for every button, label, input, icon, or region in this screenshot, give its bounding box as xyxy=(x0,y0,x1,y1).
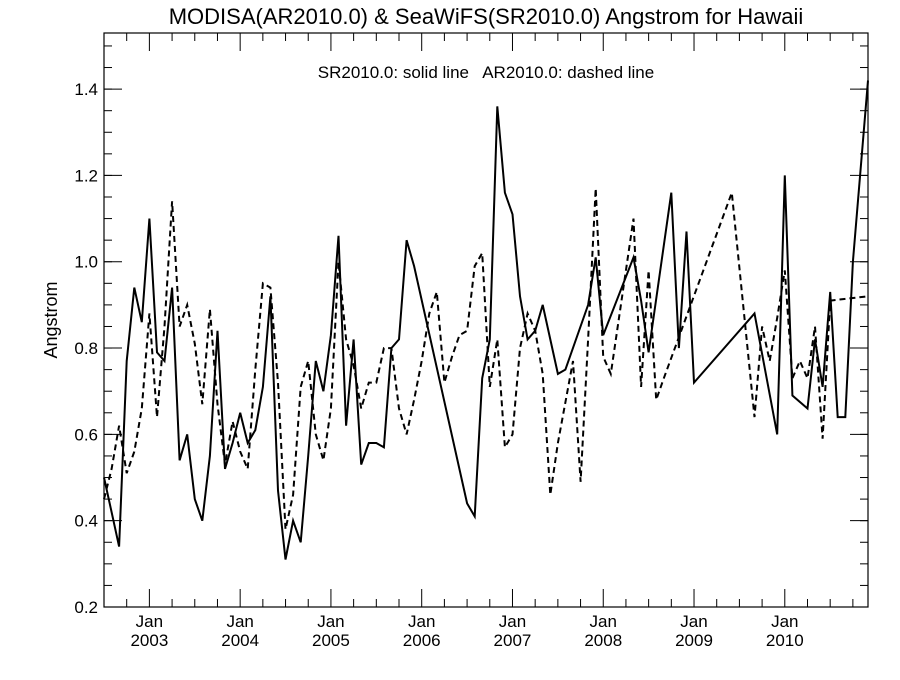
x-tick-label-year: 2006 xyxy=(403,631,441,650)
x-tick-label-month: Jan xyxy=(499,612,526,631)
x-tick-label-year: 2005 xyxy=(312,631,350,650)
y-tick-label: 1.0 xyxy=(74,253,98,272)
x-tick-label-month: Jan xyxy=(408,612,435,631)
plot-frame xyxy=(103,32,869,608)
x-tick-label-month: Jan xyxy=(226,612,253,631)
x-tick-label-month: Jan xyxy=(317,612,344,631)
chart-title: MODISA(AR2010.0) & SeaWiFS(SR2010.0) Ang… xyxy=(169,4,804,29)
series-layer xyxy=(103,80,869,560)
y-tick-label: 1.4 xyxy=(74,80,98,99)
y-tick-label: 0.8 xyxy=(74,339,98,358)
y-axis-label: Angstrom xyxy=(41,281,61,358)
y-tick-label: 0.6 xyxy=(74,425,98,444)
x-tick-label-month: Jan xyxy=(590,612,617,631)
y-tick-label: 0.2 xyxy=(74,598,98,617)
x-tick-label-year: 2007 xyxy=(494,631,532,650)
x-tick-label-month: Jan xyxy=(136,612,163,631)
ticks-layer: 0.20.40.60.81.01.21.4Jan2003Jan2004Jan20… xyxy=(74,33,868,650)
x-tick-label-year: 2009 xyxy=(675,631,713,650)
x-tick-label-month: Jan xyxy=(771,612,798,631)
x-tick-label-year: 2004 xyxy=(221,631,259,650)
y-tick-label: 1.2 xyxy=(74,166,98,185)
x-tick-label-year: 2003 xyxy=(130,631,168,650)
y-tick-label: 0.4 xyxy=(74,512,98,531)
series-style-annotation: SR2010.0: solid line AR2010.0: dashed li… xyxy=(318,63,654,82)
x-tick-label-year: 2010 xyxy=(766,631,804,650)
x-tick-label-month: Jan xyxy=(680,612,707,631)
x-tick-label-year: 2008 xyxy=(584,631,622,650)
